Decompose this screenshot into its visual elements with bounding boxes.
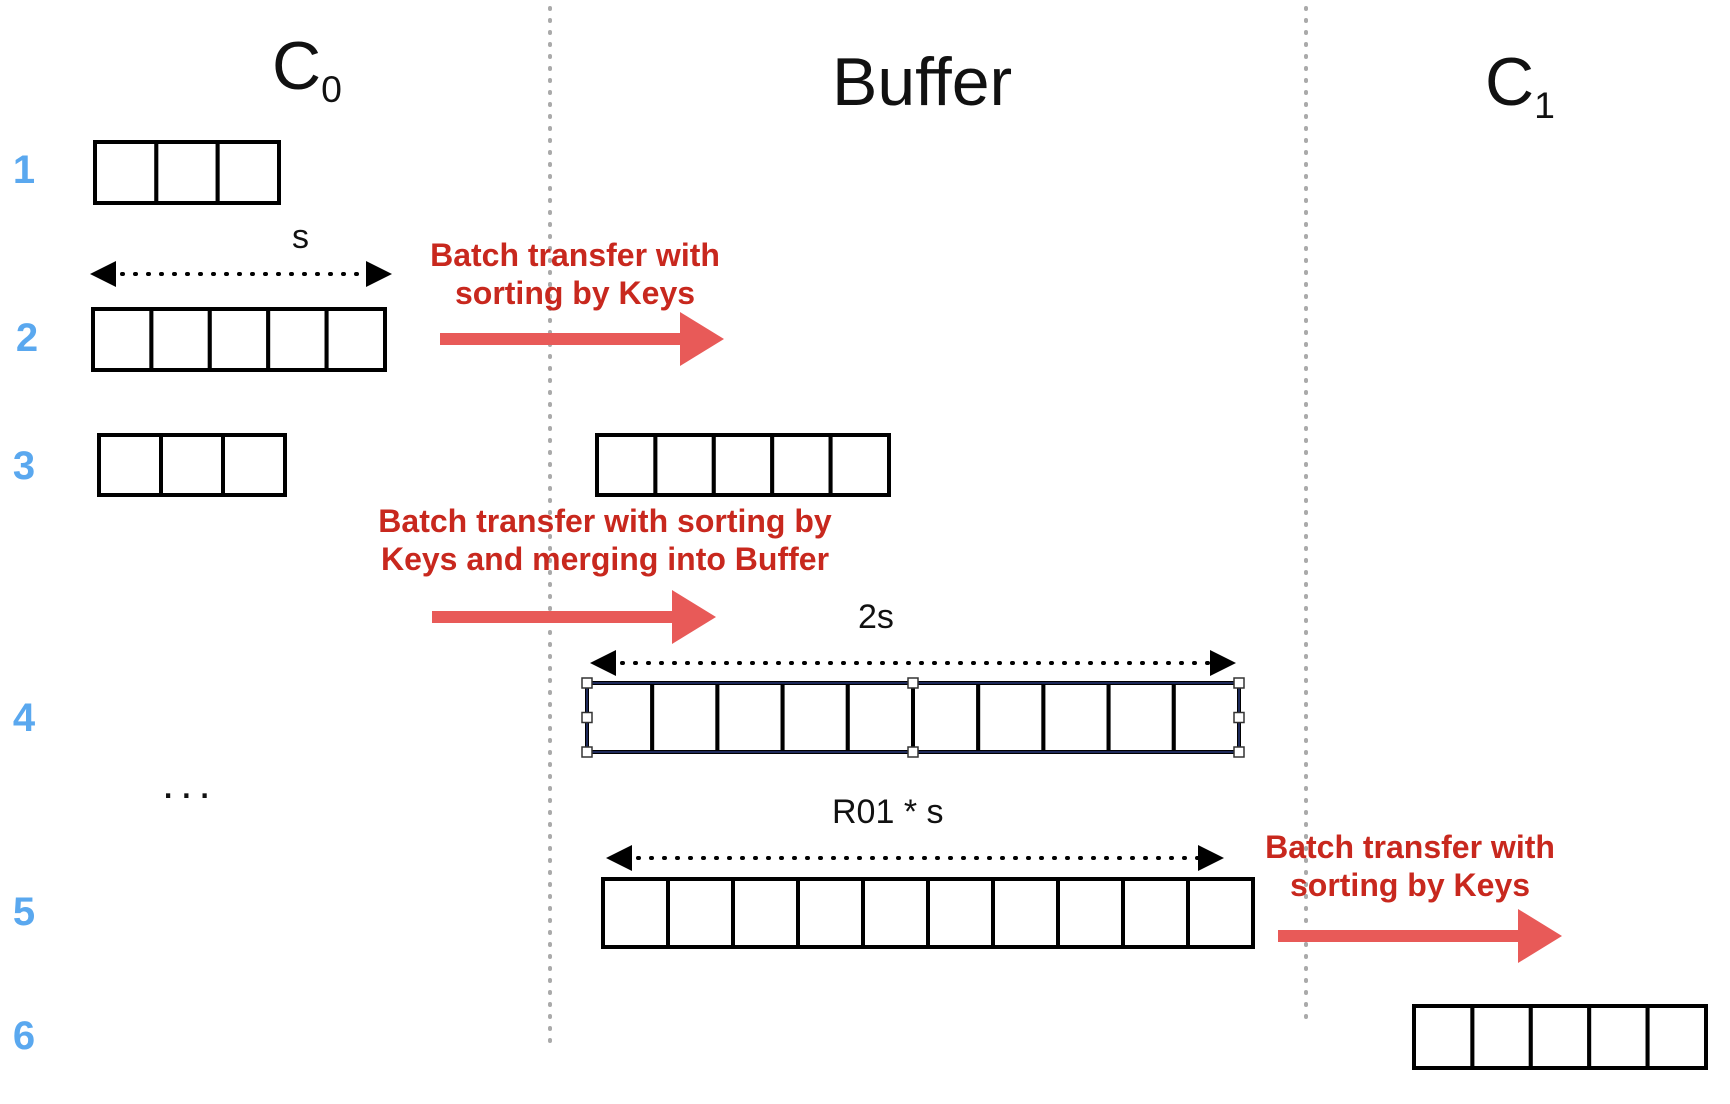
block-cell: [215, 140, 282, 205]
resize-handle[interactable]: [907, 746, 919, 758]
buffer-block-step5: [601, 877, 1255, 949]
transfer-arrow-step3: [432, 590, 716, 644]
transfer-label-step3-line2: Keys and merging into Buffer: [380, 541, 830, 577]
block-cell: [1528, 1004, 1592, 1070]
block-cell: [911, 681, 981, 754]
block-cell: [324, 307, 388, 372]
block-cell: [1056, 877, 1125, 949]
block-cell: [601, 877, 670, 949]
block-cell: [711, 433, 775, 497]
block-cell: [715, 681, 785, 754]
resize-handle[interactable]: [1233, 711, 1245, 724]
dimension-label-r01-s: R01 * s: [832, 793, 944, 831]
block-cell: [770, 433, 833, 497]
step-number-2: 2: [15, 316, 39, 360]
resize-handle[interactable]: [1233, 677, 1245, 689]
dimension-label-2s: 2s: [858, 598, 894, 636]
block-cell: [1587, 1004, 1650, 1070]
block-cell: [595, 433, 658, 497]
block-cell: [97, 433, 163, 497]
transfer-arrow-step5: [1278, 909, 1562, 963]
block-cell: [1171, 681, 1242, 754]
step-number-1: 1: [12, 148, 36, 192]
block-cell: [91, 307, 154, 372]
block-cell: [1106, 681, 1176, 754]
block-cell: [731, 877, 800, 949]
step-number-6: 6: [12, 1014, 36, 1058]
transfer-label-step5-line2: sorting by Keys: [1289, 867, 1531, 903]
dimension-arrow-r01-s: [606, 845, 1224, 871]
c0-block-step3: [97, 433, 287, 497]
step-number-4: 4: [12, 696, 36, 740]
block-cell: [149, 307, 212, 372]
ellipsis: ...: [162, 759, 217, 808]
transfer-label-step5-line1: Batch transfer with: [1265, 829, 1555, 865]
block-cell: [666, 877, 735, 949]
block-cell: [653, 433, 716, 497]
dimension-arrow-s: [90, 261, 392, 287]
resize-handle[interactable]: [1233, 746, 1245, 758]
resize-handle[interactable]: [581, 711, 593, 724]
block-cell: [207, 307, 271, 372]
block-cell: [1412, 1004, 1475, 1070]
block-cell: [1041, 681, 1111, 754]
column-title-c0: C0: [272, 28, 342, 111]
block-cell: [585, 681, 655, 754]
transfer-arrow-step2: [440, 312, 724, 366]
transfer-label-step3: Batch transfer with sorting by Keys and …: [360, 502, 850, 578]
dimension-arrow-2s: [590, 650, 1236, 676]
buffer-block-step4: [585, 681, 1242, 754]
resize-handle[interactable]: [581, 746, 593, 758]
block-cell: [154, 140, 220, 205]
transfer-label-step2-line1: Batch transfer with: [430, 237, 720, 273]
block-cell: [1645, 1004, 1708, 1070]
block-cell: [861, 877, 930, 949]
block-cell: [650, 681, 720, 754]
block-cell: [1121, 877, 1190, 949]
block-cell: [93, 140, 159, 205]
resize-handle[interactable]: [907, 677, 919, 689]
block-cell: [926, 877, 995, 949]
block-cell: [1186, 877, 1255, 949]
block-cell: [796, 877, 865, 949]
buffer-block-step3: [595, 433, 891, 497]
block-cell: [845, 681, 915, 754]
selection-handles[interactable]: [581, 677, 1245, 758]
transfer-label-step2-line2: sorting by Keys: [454, 275, 696, 311]
c0-block-step1: [93, 140, 282, 205]
transfer-label-step5: Batch transfer with sorting by Keys: [1255, 828, 1565, 904]
block-cell: [780, 681, 850, 754]
column-title-c1: C1: [1485, 44, 1555, 127]
block-cell: [991, 877, 1060, 949]
c0-block-step2: [91, 307, 388, 372]
transfer-label-step2: Batch transfer with sorting by Keys: [420, 236, 730, 312]
block-cell: [828, 433, 891, 497]
step-number-5: 5: [12, 890, 36, 934]
block-cell: [1470, 1004, 1533, 1070]
c1-block-step6: [1412, 1004, 1708, 1070]
column-title-buffer: Buffer: [832, 44, 1013, 120]
resize-handle[interactable]: [581, 677, 593, 689]
block-cell: [159, 433, 225, 497]
block-cell: [221, 433, 287, 497]
step-number-3: 3: [12, 444, 36, 488]
dimension-label-s: s: [292, 218, 309, 256]
block-cell: [976, 681, 1046, 754]
transfer-label-step3-line1: Batch transfer with sorting by: [378, 503, 832, 539]
block-cell: [266, 307, 329, 372]
